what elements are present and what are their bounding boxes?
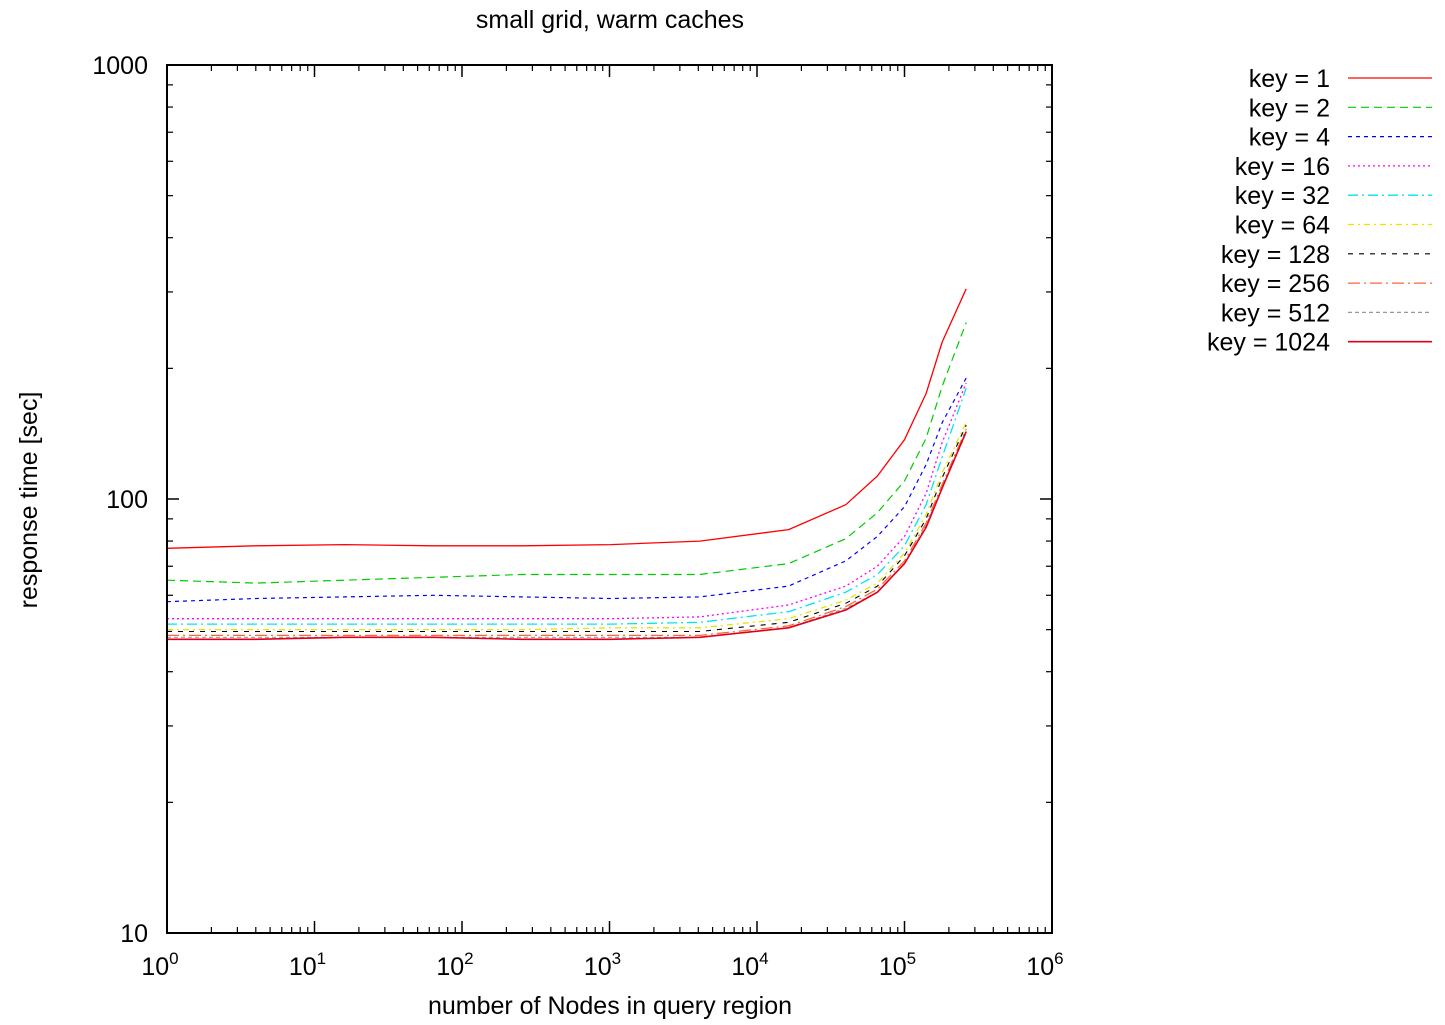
series-line-10 bbox=[167, 431, 967, 641]
x-tick-label: 101 bbox=[289, 949, 326, 981]
x-tick-label-base: 10 bbox=[1026, 953, 1054, 981]
plot-frame bbox=[166, 64, 1053, 934]
legend-label: key = 64 bbox=[1235, 212, 1330, 240]
legend-label: key = 1024 bbox=[1207, 329, 1330, 357]
legend-label: key = 32 bbox=[1235, 182, 1330, 210]
series-line-4 bbox=[167, 382, 967, 620]
chart-title: small grid, warm caches bbox=[476, 6, 744, 34]
series-line-3 bbox=[166, 377, 967, 603]
x-tick-label-exponent: 1 bbox=[317, 949, 326, 968]
x-tick-label-base: 10 bbox=[731, 953, 759, 981]
plot-series bbox=[166, 288, 967, 641]
legend-label: key = 2 bbox=[1249, 94, 1330, 122]
x-tick-label-base: 10 bbox=[289, 953, 317, 981]
y-tick-label: 100 bbox=[106, 486, 148, 514]
legend-label: key = 512 bbox=[1221, 299, 1330, 327]
x-tick-label-base: 10 bbox=[879, 953, 907, 981]
x-axis-label: number of Nodes in query region bbox=[428, 992, 792, 1020]
y-tick-label: 10 bbox=[120, 920, 148, 948]
legend-label: key = 4 bbox=[1249, 124, 1330, 152]
series-line-2 bbox=[166, 322, 967, 584]
series-line-5 bbox=[167, 387, 967, 625]
x-tick-label-exponent: 5 bbox=[907, 949, 916, 968]
legend-label: key = 128 bbox=[1221, 241, 1330, 269]
x-tick-label-exponent: 4 bbox=[759, 949, 768, 968]
x-tick-label-exponent: 2 bbox=[464, 949, 473, 968]
x-tick-label: 104 bbox=[731, 949, 768, 981]
x-tick-label: 106 bbox=[1026, 949, 1063, 981]
legend-label: key = 256 bbox=[1221, 270, 1330, 298]
x-tick-label-exponent: 0 bbox=[169, 949, 178, 968]
legend-label: key = 1 bbox=[1249, 65, 1330, 93]
x-tick-label-base: 10 bbox=[584, 953, 612, 981]
x-tick-label-exponent: 3 bbox=[612, 949, 621, 968]
x-tick-label: 105 bbox=[879, 949, 916, 981]
x-tick-label-exponent: 6 bbox=[1054, 949, 1063, 968]
x-tick-label: 100 bbox=[141, 949, 178, 981]
series-line-7 bbox=[167, 424, 967, 633]
x-tick-label: 103 bbox=[584, 949, 621, 981]
series-line-6 bbox=[167, 422, 967, 631]
series-line-8 bbox=[167, 428, 967, 637]
legend-label: key = 16 bbox=[1235, 153, 1330, 181]
x-tick-label: 102 bbox=[436, 949, 473, 981]
y-tick-label: 1000 bbox=[92, 52, 148, 80]
series-line-1 bbox=[166, 288, 967, 549]
x-tick-label-base: 10 bbox=[436, 953, 464, 981]
x-tick-label-base: 10 bbox=[141, 953, 169, 981]
y-axis-label: response time [sec] bbox=[15, 392, 43, 609]
